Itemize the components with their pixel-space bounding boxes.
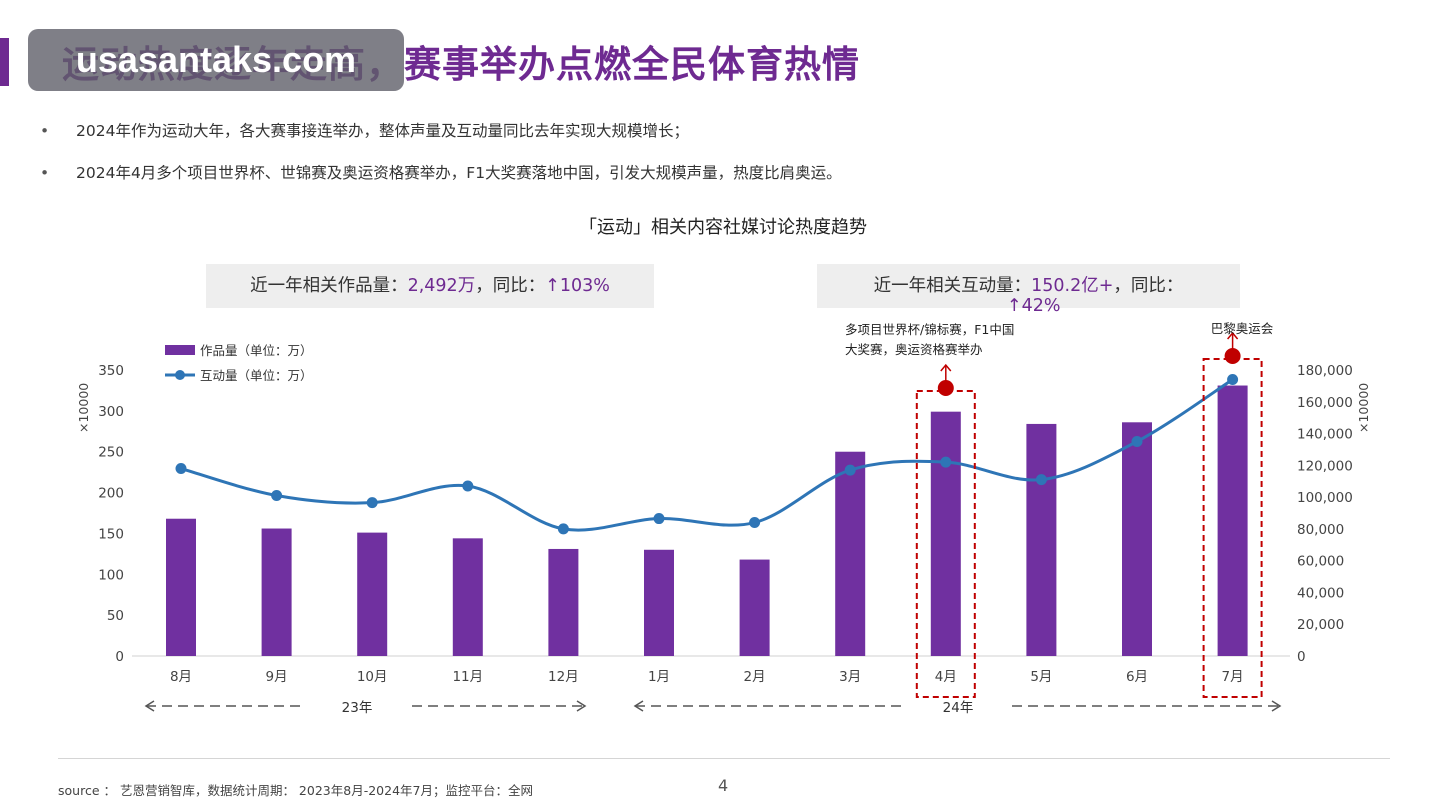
y-right-tick-label: 120,000 xyxy=(1297,458,1353,474)
legend-line-label: 互动量（单位：万） xyxy=(200,368,313,383)
bar-works xyxy=(548,548,579,656)
y-left-tick-label: 200 xyxy=(98,486,124,502)
x-tick-label: 1月 xyxy=(648,669,670,685)
point-interactions xyxy=(271,490,283,502)
y-right-tick-label: 60,000 xyxy=(1297,554,1344,570)
annotation-text-april: 大奖赛，奥运资格赛举办 xyxy=(845,342,983,357)
line-interactions xyxy=(180,378,1234,532)
legend-bar-swatch xyxy=(165,345,195,355)
watermark: usasantaks.com xyxy=(28,29,404,91)
y-left-tick-label: 350 xyxy=(98,363,124,379)
x-tick-label: 6月 xyxy=(1126,669,1148,685)
y-left-tick-label: 100 xyxy=(98,567,124,583)
interactions-stat-prefix: 近一年相关互动量： xyxy=(873,276,1032,296)
legend-line-marker xyxy=(175,370,185,380)
annotation-text-july: 巴黎奥运会 xyxy=(1211,321,1274,336)
bar-works xyxy=(835,451,866,656)
highlight-box xyxy=(1202,358,1263,698)
x-tick-label: 10月 xyxy=(357,669,388,685)
y-right-tick-label: 160,000 xyxy=(1297,395,1353,411)
point-interactions xyxy=(175,463,187,475)
bar-works xyxy=(452,538,483,656)
x-tick-label: 11月 xyxy=(452,669,483,685)
y-right-unit-label: ×10000 xyxy=(1356,383,1371,433)
bar-works xyxy=(357,532,388,656)
source-note: source ： 艺恩营销智库，数据统计周期： 2023年8月-2024年7月；… xyxy=(58,783,533,798)
point-interactions xyxy=(844,464,856,476)
y-right-tick-label: 20,000 xyxy=(1297,617,1344,633)
interactions-stat-value: 150.2亿+ xyxy=(1031,276,1114,296)
bar-works xyxy=(166,518,196,656)
bar-works xyxy=(1122,422,1152,656)
annotation-arrow-head xyxy=(940,363,952,372)
year-23-label: 23年 xyxy=(342,700,373,716)
highlight-box xyxy=(915,390,976,698)
y-left-unit-label: ×10000 xyxy=(76,383,91,433)
year-24-arrow-head-left xyxy=(633,700,644,712)
y-right-tick-label: 40,000 xyxy=(1297,585,1344,601)
annotation-dot xyxy=(937,380,954,396)
y-left-tick-label: 250 xyxy=(98,445,124,461)
works-stat-box: 近一年相关作品量：2,492万，同比：↑103% xyxy=(206,264,654,308)
interactions-stat-change: ↑42% xyxy=(1007,296,1061,316)
y-left-tick-label: 50 xyxy=(107,608,124,624)
x-tick-label: 2月 xyxy=(744,669,766,685)
x-tick-label: 12月 xyxy=(548,669,579,685)
works-stat-value: 2,492万 xyxy=(407,276,476,296)
interactions-stat-mid: ，同比： xyxy=(1113,276,1184,296)
title-accent-bar xyxy=(0,38,9,86)
bullet-list: 2024年作为运动大年，各大赛事接连举办，整体声量及互动量同比去年实现大规模增长… xyxy=(40,120,842,204)
works-stat-prefix: 近一年相关作品量： xyxy=(250,276,408,296)
y-left-tick-label: 0 xyxy=(115,649,124,665)
y-right-tick-label: 80,000 xyxy=(1297,522,1344,538)
point-interactions xyxy=(940,456,952,468)
year-23-arrow-head-right xyxy=(576,700,587,712)
point-interactions xyxy=(749,517,761,529)
point-interactions xyxy=(1131,436,1143,447)
point-interactions xyxy=(1035,474,1047,486)
works-stat-mid: ，同比： xyxy=(475,276,546,296)
x-tick-label: 9月 xyxy=(266,669,288,685)
point-interactions xyxy=(557,523,569,535)
y-left-tick-label: 300 xyxy=(98,404,124,420)
works-stat-change: ↑103% xyxy=(545,276,610,296)
y-left-tick-label: 150 xyxy=(98,526,124,542)
point-interactions xyxy=(653,513,665,525)
bar-works xyxy=(644,549,674,656)
point-interactions xyxy=(366,497,378,509)
x-tick-label: 5月 xyxy=(1030,669,1052,685)
bar-works xyxy=(261,528,292,656)
annotation-text-april: 多项目世界杯/锦标赛，F1中国 xyxy=(845,322,1014,337)
bullet-item: 2024年作为运动大年，各大赛事接连举办，整体声量及互动量同比去年实现大规模增长… xyxy=(40,120,842,143)
x-tick-label: 4月 xyxy=(935,669,957,685)
bar-works xyxy=(930,411,961,656)
annotation-dot xyxy=(1224,348,1241,364)
legend-bar-label: 作品量（单位：万） xyxy=(200,343,313,358)
bar-works xyxy=(1217,385,1248,656)
chart-title: 「运动」相关内容社媒讨论热度趋势 xyxy=(579,217,867,238)
year-24-arrow-head-right xyxy=(1271,700,1282,712)
x-tick-label: 8月 xyxy=(170,669,192,685)
year-23-arrow-head-left xyxy=(144,700,155,712)
y-right-tick-label: 0 xyxy=(1297,649,1306,665)
y-right-tick-label: 140,000 xyxy=(1297,427,1353,443)
bar-works xyxy=(1026,423,1057,656)
annotation-arrow-head xyxy=(1227,331,1239,340)
year-24-label: 24年 xyxy=(943,700,974,716)
point-interactions xyxy=(462,480,474,492)
interactions-stat-box: 近一年相关互动量：150.2亿+，同比： xyxy=(817,264,1240,308)
y-right-tick-label: 180,000 xyxy=(1297,363,1353,379)
footer-divider xyxy=(58,758,1390,759)
x-tick-label: 7月 xyxy=(1222,669,1244,685)
bullet-item: 2024年4月多个项目世界杯、世锦赛及奥运资格赛举办，F1大奖赛落地中国，引发大… xyxy=(40,162,842,185)
x-tick-label: 3月 xyxy=(839,669,861,685)
page-number: 4 xyxy=(718,776,729,795)
bar-works xyxy=(739,559,770,656)
point-interactions xyxy=(1227,374,1239,386)
y-right-tick-label: 100,000 xyxy=(1297,490,1353,506)
